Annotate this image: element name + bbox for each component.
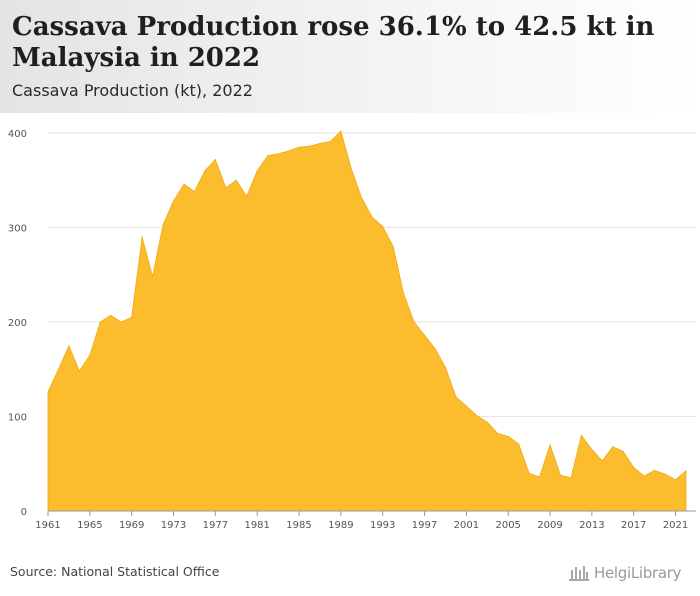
data-point-2017 xyxy=(633,466,635,469)
x-tick-label: 2013 xyxy=(579,520,604,531)
data-point-1981 xyxy=(256,170,258,172)
x-tick-label: 2001 xyxy=(454,520,479,531)
data-point-1976 xyxy=(204,170,206,172)
data-point-2003 xyxy=(486,421,488,423)
data-point-1963 xyxy=(68,345,70,347)
data-point-1978 xyxy=(225,187,227,189)
data-point-1975 xyxy=(193,190,196,193)
data-point-1984 xyxy=(287,150,290,152)
data-point-1973 xyxy=(172,200,175,202)
x-tick-label: 1965 xyxy=(77,520,102,531)
data-point-1986 xyxy=(308,145,311,147)
data-point-1983 xyxy=(277,153,279,155)
data-point-2002 xyxy=(476,414,478,417)
x-tick-label: 1993 xyxy=(370,520,395,531)
x-tick-label: 2021 xyxy=(663,520,688,531)
data-point-2018 xyxy=(643,475,645,477)
data-point-1964 xyxy=(78,370,80,372)
data-point-1990 xyxy=(350,168,352,170)
data-point-1966 xyxy=(99,321,101,323)
x-tick-label: 1997 xyxy=(412,520,437,531)
data-point-1998 xyxy=(434,347,436,350)
data-point-1991 xyxy=(361,197,363,199)
y-tick-label: 300 xyxy=(8,224,27,235)
x-tick-label: 1961 xyxy=(35,520,60,531)
header-banner: Cassava Production rose 36.1% to 42.5 kt… xyxy=(0,0,700,113)
data-point-1965 xyxy=(89,354,91,356)
x-tick-label: 1989 xyxy=(328,520,353,531)
chart-title: Cassava Production rose 36.1% to 42.5 kt… xyxy=(12,12,655,73)
data-point-1999 xyxy=(444,366,447,368)
data-point-2016 xyxy=(622,450,624,453)
chart-subtitle: Cassava Production (kt), 2022 xyxy=(12,81,253,100)
data-point-2005 xyxy=(507,435,509,437)
data-point-1994 xyxy=(392,245,394,247)
area-series-cassava xyxy=(47,130,687,512)
data-point-1989 xyxy=(340,130,342,132)
data-point-2010 xyxy=(559,474,562,476)
data-point-1997 xyxy=(423,334,426,336)
data-point-2022 xyxy=(685,470,687,472)
data-point-2014 xyxy=(601,460,603,462)
data-point-2004 xyxy=(497,432,499,435)
data-point-1967 xyxy=(110,314,112,316)
data-point-2008 xyxy=(538,476,541,478)
data-point-2019 xyxy=(654,469,656,471)
x-tick-label: 1969 xyxy=(119,520,144,531)
data-point-1977 xyxy=(214,158,216,161)
brand-logo: HelgiLibrary xyxy=(568,560,692,586)
data-point-2015 xyxy=(612,446,614,448)
brand-name: HelgiLibrary xyxy=(594,564,682,582)
data-point-2001 xyxy=(465,405,467,407)
source-note: Source: National Statistical Office xyxy=(10,564,220,579)
data-point-1979 xyxy=(235,179,237,181)
x-tick-label: 1985 xyxy=(286,520,311,531)
x-tick-label: 2009 xyxy=(537,520,562,531)
area-chart: 0 100 200 300 400 1961 1965 1969 1973 1977 1981 198… xyxy=(8,129,696,531)
data-point-1961 xyxy=(47,391,49,393)
data-point-1962 xyxy=(57,368,60,370)
data-point-1992 xyxy=(371,216,373,218)
x-tick-label: 1973 xyxy=(161,520,186,531)
data-point-1974 xyxy=(183,183,185,185)
data-point-2006 xyxy=(518,443,520,445)
data-point-2020 xyxy=(664,473,666,475)
data-point-2009 xyxy=(549,444,551,446)
data-point-1982 xyxy=(267,155,269,157)
y-tick-label: 400 xyxy=(8,129,27,140)
data-point-1971 xyxy=(151,276,154,278)
data-point-2021 xyxy=(674,479,677,481)
x-tick-label: 2017 xyxy=(621,520,646,531)
data-point-1985 xyxy=(298,146,300,148)
data-point-1995 xyxy=(403,293,405,295)
data-point-2000 xyxy=(455,396,457,398)
data-point-1988 xyxy=(329,140,331,143)
data-point-2011 xyxy=(570,477,572,479)
data-point-1996 xyxy=(413,321,415,323)
data-point-1980 xyxy=(246,195,248,197)
library-icon xyxy=(569,566,589,581)
x-tick-label: 2005 xyxy=(495,520,520,531)
y-tick-label: 0 xyxy=(21,507,27,518)
x-tick-label: 1977 xyxy=(203,520,228,531)
data-point-1987 xyxy=(319,142,321,144)
data-point-1969 xyxy=(131,316,133,318)
y-tick-label: 200 xyxy=(8,318,27,329)
data-point-1972 xyxy=(162,224,164,226)
data-point-1968 xyxy=(120,321,122,323)
data-point-2012 xyxy=(580,434,583,436)
x-tick-label: 1981 xyxy=(244,520,269,531)
data-point-2007 xyxy=(528,472,530,474)
data-point-1970 xyxy=(141,236,143,238)
data-point-2013 xyxy=(591,448,593,451)
y-tick-label: 100 xyxy=(8,413,27,424)
data-point-1993 xyxy=(382,225,384,228)
